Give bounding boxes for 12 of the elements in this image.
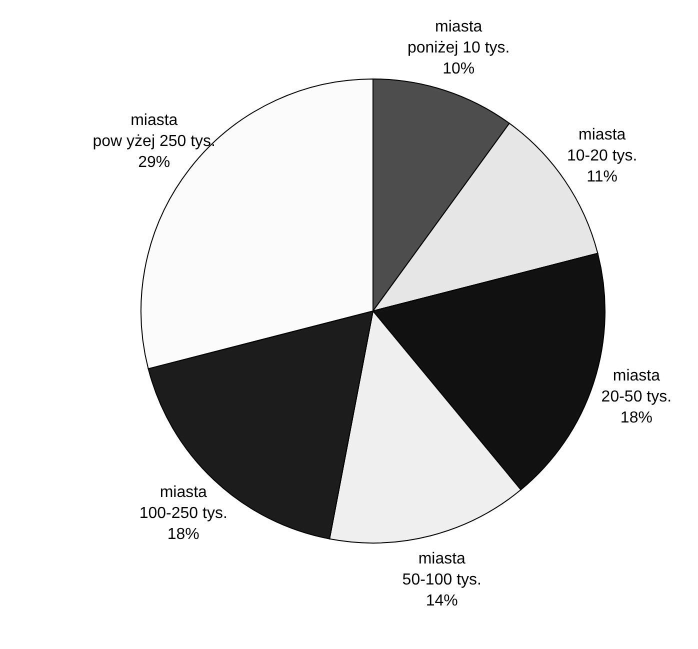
data-label: 11% xyxy=(586,168,618,185)
slice-label: miasta 20-50 tys. xyxy=(601,367,672,406)
slice-label: miasta poniżej 10 tys. xyxy=(407,18,510,56)
slice-label: miasta 10-20 tys. xyxy=(566,126,638,164)
data-label: 18% xyxy=(620,409,652,426)
slice-label: miasta 100-250 tys. xyxy=(139,483,228,522)
data-label: 14% xyxy=(426,592,458,609)
data-label: 10% xyxy=(442,60,475,78)
slice-label: miasta pow yżej 250 tys. xyxy=(92,112,216,150)
data-label: 29% xyxy=(138,154,170,171)
data-label: 18% xyxy=(167,525,200,542)
slice-label: miasta 50-100 tys. xyxy=(402,550,482,588)
